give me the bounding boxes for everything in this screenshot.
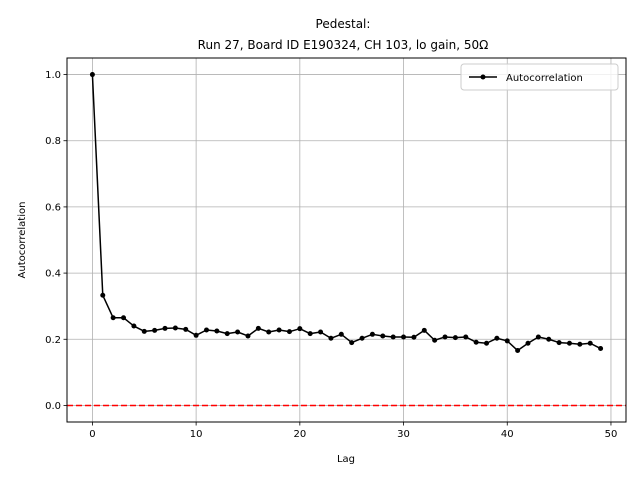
data-point [577, 341, 583, 347]
data-point [110, 315, 116, 321]
data-point [121, 315, 127, 321]
data-point [484, 340, 490, 346]
data-point [349, 340, 355, 346]
x-tick-label: 20 [293, 429, 306, 440]
y-tick-label: 0.0 [45, 401, 61, 412]
series-group [89, 72, 604, 354]
x-tick-label: 10 [190, 429, 203, 440]
data-point [411, 334, 417, 340]
data-point [390, 334, 396, 340]
data-point [162, 325, 168, 331]
data-point [338, 331, 344, 337]
plot-area [67, 58, 626, 422]
data-point [442, 334, 448, 340]
data-point [328, 335, 334, 341]
data-point [141, 328, 147, 334]
chart-title-line-1: Pedestal: [316, 17, 371, 31]
chart-title-line-2: Run 27, Board ID E190324, CH 103, lo gai… [198, 38, 489, 52]
data-point [131, 323, 137, 329]
y-axis-label: Autocorrelation [17, 202, 28, 279]
x-tick-label: 40 [501, 429, 514, 440]
data-point [318, 329, 324, 335]
data-point [556, 340, 562, 346]
plot-frame [66, 57, 627, 423]
data-point [203, 327, 209, 333]
data-point [535, 334, 541, 340]
data-point [214, 328, 220, 334]
data-point [245, 333, 251, 339]
x-axis-ticks: 0 10 20 30 40 50 [89, 422, 617, 440]
x-tick-label: 0 [89, 429, 95, 440]
data-point [369, 331, 375, 337]
data-point [255, 325, 261, 331]
data-point [100, 292, 106, 298]
data-point [494, 335, 500, 341]
data-point [286, 329, 292, 335]
data-point [401, 334, 407, 340]
data-point [598, 346, 604, 352]
legend-entry-autocorrelation: Autocorrelation [506, 73, 583, 84]
y-axis-ticks: 0.0 0.2 0.4 0.6 0.8 1.0 [45, 70, 67, 412]
y-tick-label: 0.4 [45, 269, 61, 280]
data-point [89, 72, 95, 78]
data-point [566, 340, 572, 346]
data-point [266, 329, 272, 335]
data-point [235, 329, 241, 335]
data-point [276, 327, 282, 333]
data-point [380, 333, 386, 339]
data-point [473, 339, 479, 345]
data-point [432, 337, 438, 343]
data-point [172, 325, 178, 331]
data-point [152, 327, 158, 333]
data-point [297, 326, 303, 332]
data-point [525, 340, 531, 346]
data-point [307, 331, 313, 337]
legend-box [460, 63, 619, 91]
data-point [463, 334, 469, 340]
x-axis-label: Lag [337, 454, 355, 465]
data-point [504, 338, 510, 344]
y-tick-label: 0.6 [45, 202, 61, 213]
data-point [224, 331, 230, 337]
data-point [515, 348, 521, 354]
x-tick-label: 50 [605, 429, 618, 440]
legend: Autocorrelation [460, 63, 619, 91]
x-tick-label: 30 [397, 429, 410, 440]
y-tick-label: 1.0 [45, 70, 61, 81]
legend-marker-swatch [480, 74, 486, 80]
data-point [452, 335, 458, 341]
data-point [183, 326, 189, 332]
data-point [587, 340, 593, 346]
y-tick-label: 0.8 [45, 136, 61, 147]
data-point [421, 327, 427, 333]
data-point [193, 332, 199, 338]
y-tick-label: 0.2 [45, 335, 61, 346]
data-point [546, 336, 552, 342]
data-point [359, 335, 365, 341]
